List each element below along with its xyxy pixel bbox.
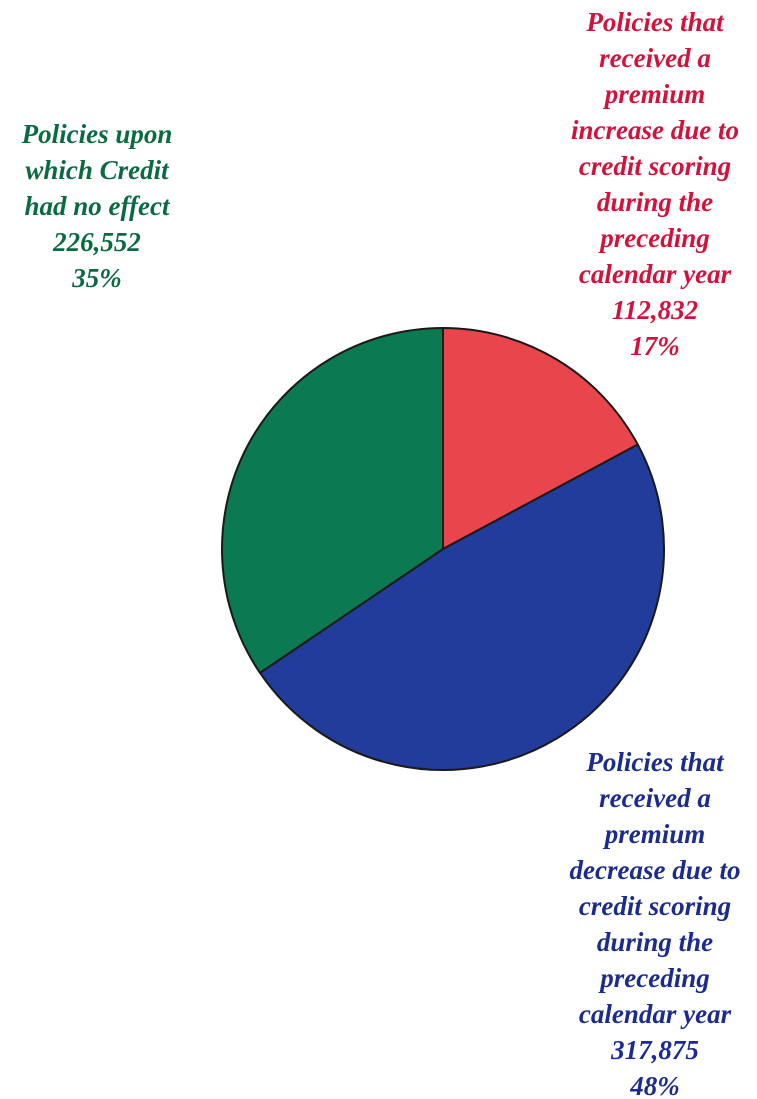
category-label: Policies that received a premium decreas… (569, 747, 741, 1029)
slice-label: Policies that received a premium decreas… (535, 744, 757, 1099)
value-label: 317,875 (611, 1035, 699, 1065)
value-label: 112,832 (611, 295, 699, 325)
category-label: Policies that received a premium increas… (571, 7, 739, 289)
pie-slice (258, 443, 666, 771)
pie-slice (442, 327, 639, 550)
percentage-label: 48% (630, 1071, 680, 1099)
pie-slice (221, 327, 444, 674)
value-label: 226,552 (53, 227, 141, 257)
category-label: Policies upon which Credit had no effect (21, 119, 173, 221)
percentage-label: 35% (72, 263, 122, 293)
percentage-label: 17% (630, 331, 680, 361)
slice-label: Policies that received a premium increas… (535, 4, 757, 364)
slice-label: Policies upon which Credit had no effect… (0, 116, 197, 296)
